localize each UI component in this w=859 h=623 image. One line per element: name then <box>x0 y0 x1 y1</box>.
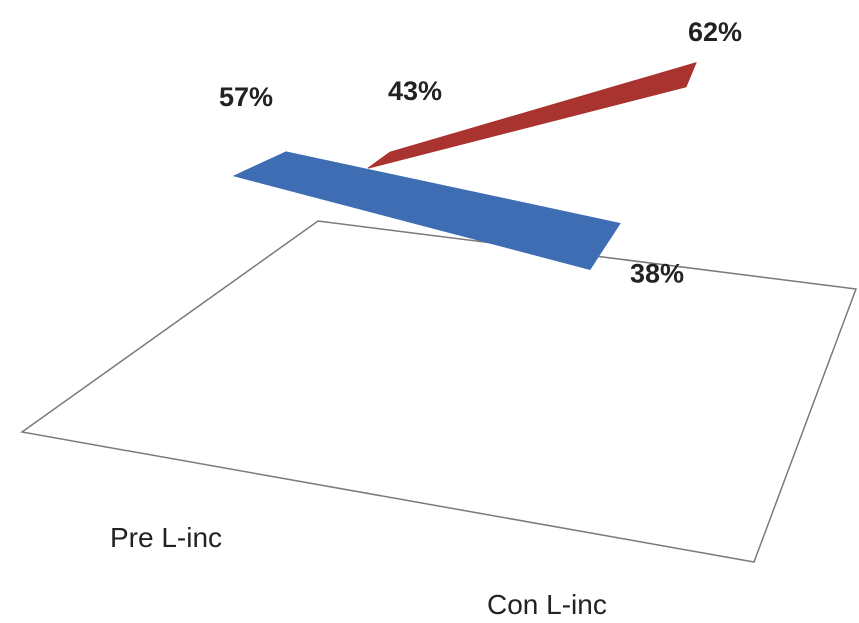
category-label-con: Con L-inc <box>487 589 607 620</box>
series-ribbons <box>232 62 697 270</box>
series-ribbon-1 <box>232 151 621 270</box>
series-ribbon-2 <box>367 62 697 169</box>
chart-floor <box>20 220 858 563</box>
data-label-s1-2: 38% <box>630 258 684 288</box>
data-label-s1-1: 57% <box>219 82 273 112</box>
data-label-s2-2: 62% <box>688 17 742 47</box>
data-labels: 57% 38% 43% 62% <box>219 17 742 289</box>
category-label-pre: Pre L-inc <box>110 522 222 553</box>
data-label-s2-1: 43% <box>388 76 442 106</box>
